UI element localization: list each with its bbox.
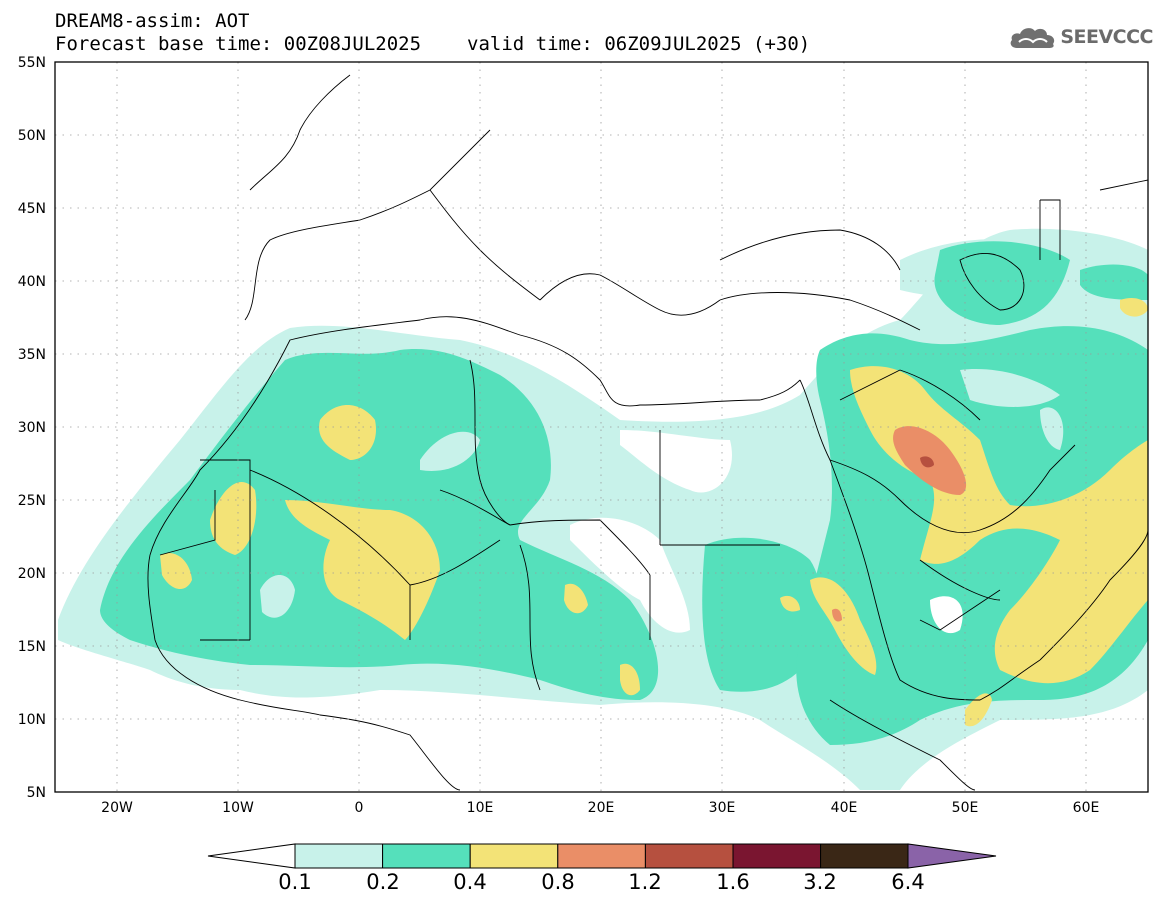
colorbar bbox=[207, 843, 997, 869]
lon-tick-label: 20E bbox=[587, 800, 615, 816]
lat-tick-label: 5N bbox=[26, 785, 46, 801]
aot-shading bbox=[58, 228, 1148, 791]
colorbar-label: 0.8 bbox=[541, 870, 575, 894]
colorbar-bin bbox=[557, 843, 646, 869]
lon-tick-label: 60E bbox=[1072, 800, 1100, 816]
forecast-base-time: Forecast base time: 00Z08JUL2025 bbox=[55, 33, 422, 55]
lat-tick-label: 55N bbox=[17, 55, 46, 71]
lon-tick-label: 0 bbox=[354, 800, 364, 816]
colorbar-bin bbox=[820, 843, 909, 869]
lon-tick-label: 50E bbox=[951, 800, 979, 816]
lat-tick-label: 35N bbox=[17, 347, 46, 363]
colorbar-label: 1.6 bbox=[716, 870, 750, 894]
colorbar-label: 1.2 bbox=[628, 870, 662, 894]
lat-tick-label: 30N bbox=[17, 420, 46, 436]
lon-tick-label: 10W bbox=[222, 800, 254, 816]
logo-text: SEEVCCC bbox=[1060, 26, 1153, 48]
valid-time: valid time: 06Z09JUL2025 (+30) bbox=[467, 33, 811, 55]
colorbar-label: 0.1 bbox=[278, 870, 312, 894]
lon-tick-label: 30E bbox=[708, 800, 736, 816]
lat-tick-label: 10N bbox=[17, 712, 46, 728]
colorbar-bin bbox=[732, 843, 822, 869]
colorbar-bin bbox=[294, 843, 384, 869]
cloud-icon bbox=[1010, 28, 1055, 48]
lon-tick-label: 10E bbox=[466, 800, 494, 816]
lat-tick-label: 40N bbox=[17, 274, 46, 290]
colorbar-low-triangle bbox=[207, 843, 296, 869]
colorbar-bin bbox=[644, 843, 734, 869]
lon-tick-label: 20W bbox=[101, 800, 133, 816]
lat-tick-label: 45N bbox=[17, 201, 46, 217]
time-info: Forecast base time: 00Z08JUL2025 valid ti… bbox=[55, 33, 810, 55]
lat-tick-label: 15N bbox=[17, 639, 46, 655]
colorbar-label: 6.4 bbox=[891, 870, 925, 894]
colorbar-bin bbox=[382, 843, 471, 869]
gridlines bbox=[55, 62, 1148, 792]
colorbar-label: 3.2 bbox=[803, 870, 837, 894]
lon-tick-label: 40E bbox=[830, 800, 858, 816]
seevccc-logo: SEEVCCC bbox=[1009, 24, 1153, 50]
lat-tick-label: 20N bbox=[17, 566, 46, 582]
colorbar-label: 0.2 bbox=[366, 870, 400, 894]
lat-tick-label: 50N bbox=[17, 128, 46, 144]
colorbar-high-triangle bbox=[907, 843, 997, 869]
colorbar-bin bbox=[469, 843, 559, 869]
map-title: DREAM8-assim: AOT bbox=[55, 10, 250, 32]
plot-frame bbox=[54, 61, 1149, 793]
lat-tick-label: 25N bbox=[17, 493, 46, 509]
coastlines bbox=[147, 74, 1148, 791]
colorbar-label: 0.4 bbox=[453, 870, 487, 894]
